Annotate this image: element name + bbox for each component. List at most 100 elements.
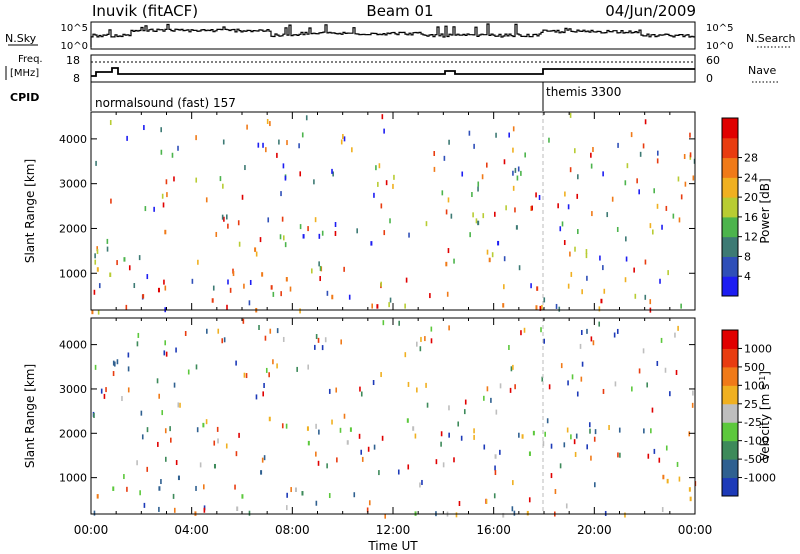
nsearch-tick-bottom: 10^0	[706, 41, 733, 52]
data-cell	[105, 387, 107, 393]
data-cell	[373, 444, 376, 450]
cpid-mode-themis: themis 3300	[546, 85, 621, 99]
data-cell	[172, 493, 175, 499]
data-cell	[514, 167, 517, 173]
data-cell	[326, 463, 328, 469]
data-cell	[241, 194, 244, 200]
data-cell	[535, 305, 538, 310]
data-cell	[146, 274, 149, 280]
data-cell	[488, 257, 491, 263]
data-cell	[269, 121, 271, 127]
data-cell	[577, 229, 579, 235]
data-cell	[335, 387, 338, 393]
data-cell	[116, 359, 119, 365]
data-cell	[215, 231, 218, 237]
data-cell	[95, 160, 97, 166]
data-cell	[306, 426, 309, 431]
data-cell	[279, 234, 282, 240]
data-cell	[370, 241, 373, 246]
data-cell	[592, 340, 595, 346]
data-cell	[530, 205, 532, 211]
data-cell	[576, 391, 579, 397]
data-cell	[408, 232, 410, 238]
data-cell	[307, 440, 310, 446]
data-cell	[324, 337, 327, 343]
data-cell	[255, 251, 258, 257]
data-cell	[136, 460, 138, 466]
data-cell	[222, 139, 225, 145]
data-cell	[528, 451, 531, 456]
data-cell	[689, 132, 691, 138]
data-cell	[491, 252, 494, 258]
data-cell	[661, 224, 663, 230]
data-cell	[126, 135, 128, 141]
data-cell	[404, 352, 407, 358]
data-cell	[514, 207, 516, 213]
data-cell	[385, 180, 388, 186]
data-cell	[425, 382, 427, 388]
data-cell	[494, 470, 497, 476]
data-cell	[276, 363, 278, 369]
colorbar-swatch	[722, 137, 738, 159]
data-cell	[262, 391, 264, 397]
data-cell	[656, 158, 659, 164]
data-cell	[502, 303, 505, 308]
data-cell	[590, 152, 592, 158]
data-cell	[608, 425, 610, 431]
data-cell	[142, 294, 145, 299]
data-cell	[389, 218, 391, 224]
data-cell	[588, 422, 591, 428]
data-cell	[503, 284, 505, 290]
x-tick-label: 20:00	[577, 523, 612, 537]
data-cell	[249, 279, 252, 285]
data-cell	[684, 181, 687, 187]
data-cell	[284, 242, 287, 248]
data-cell	[564, 191, 566, 197]
data-cell	[94, 253, 96, 259]
data-cell	[611, 196, 614, 202]
data-cell	[170, 437, 172, 443]
data-cell	[550, 443, 553, 449]
data-cell	[448, 325, 450, 331]
data-cell	[226, 304, 228, 310]
data-cell	[653, 188, 655, 194]
cpid-mode-normalsound: normalsound (fast) 157	[95, 96, 236, 110]
y-tick-label: 1000	[59, 267, 87, 280]
data-cell	[569, 251, 571, 257]
data-cell	[625, 236, 627, 242]
data-cell	[263, 455, 266, 461]
data-cell	[477, 220, 480, 226]
data-cell	[358, 433, 361, 439]
data-cell	[259, 237, 262, 243]
data-cell	[594, 429, 597, 435]
data-cell	[162, 202, 165, 208]
data-cell	[430, 326, 433, 332]
data-cell	[464, 399, 467, 405]
data-cell	[563, 442, 566, 448]
data-cell	[165, 456, 167, 462]
data-cell	[238, 432, 240, 438]
data-cell	[453, 457, 455, 463]
data-cell	[212, 285, 215, 291]
date-title: 04/Jun/2009	[605, 2, 696, 20]
data-cell	[530, 283, 532, 289]
data-cell	[406, 418, 409, 423]
data-cell	[538, 194, 541, 200]
data-cell	[389, 297, 392, 303]
data-cell	[618, 427, 621, 433]
data-cell	[473, 143, 475, 149]
data-cell	[331, 419, 333, 425]
data-cell	[280, 191, 282, 197]
data-cell	[477, 186, 479, 192]
data-cell	[371, 303, 374, 309]
y-tick-label: 2000	[59, 222, 87, 235]
data-cell	[426, 402, 429, 408]
data-cell	[299, 224, 302, 230]
data-cell	[445, 261, 448, 267]
colorbar-frame	[721, 117, 739, 297]
data-cell	[616, 328, 619, 334]
data-cell	[448, 139, 450, 145]
power-y-axis-label: Slant Range [km]	[23, 159, 37, 263]
data-cell	[317, 337, 320, 343]
data-cell	[272, 359, 274, 365]
